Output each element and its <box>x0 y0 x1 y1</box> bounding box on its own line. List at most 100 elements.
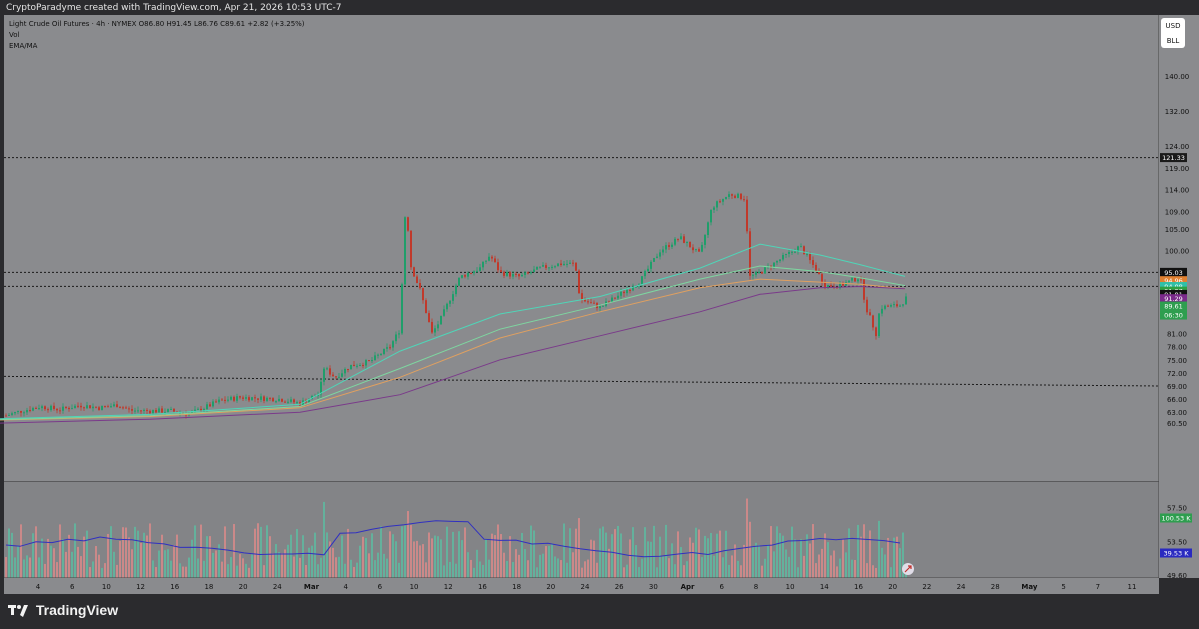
candle-body[interactable] <box>536 266 538 270</box>
candle-body[interactable] <box>704 234 706 245</box>
candle-body[interactable] <box>488 256 490 261</box>
candle-body[interactable] <box>521 274 523 277</box>
candle-body[interactable] <box>452 294 454 301</box>
candle-body[interactable] <box>755 271 757 275</box>
candle-body[interactable] <box>893 304 895 306</box>
candle-body[interactable] <box>527 272 529 274</box>
candle-body[interactable] <box>131 409 133 411</box>
candle-body[interactable] <box>194 409 196 412</box>
candle-body[interactable] <box>680 236 682 240</box>
candle-body[interactable] <box>161 408 163 413</box>
candle-body[interactable] <box>254 397 256 399</box>
candle-body[interactable] <box>722 199 724 202</box>
candle-body[interactable] <box>449 300 451 304</box>
candle-body[interactable] <box>566 263 568 265</box>
candle-body[interactable] <box>329 368 331 375</box>
candle-body[interactable] <box>389 347 391 349</box>
candle-body[interactable] <box>404 217 406 285</box>
candle-body[interactable] <box>173 408 175 412</box>
candle-body[interactable] <box>248 397 250 401</box>
candle-body[interactable] <box>686 242 688 244</box>
candle-body[interactable] <box>761 271 763 274</box>
candle-body[interactable] <box>716 201 718 208</box>
indicator-vol-label[interactable]: Vol <box>9 31 20 39</box>
candle-body[interactable] <box>68 407 70 410</box>
price-label[interactable] <box>1160 276 1187 286</box>
candle-body[interactable] <box>803 246 805 255</box>
candle-body[interactable] <box>140 410 142 412</box>
candle-body[interactable] <box>557 263 559 267</box>
candle-body[interactable] <box>344 368 346 374</box>
candle-body[interactable] <box>332 374 334 377</box>
candle-body[interactable] <box>626 289 628 294</box>
candle-body[interactable] <box>401 284 403 334</box>
candle-body[interactable] <box>602 305 604 307</box>
candle-body[interactable] <box>386 347 388 349</box>
candle-body[interactable] <box>260 396 262 400</box>
candle-body[interactable] <box>350 364 352 370</box>
candle-body[interactable] <box>644 271 646 277</box>
candle-body[interactable] <box>137 410 139 412</box>
candle-body[interactable] <box>797 246 799 252</box>
candle-body[interactable] <box>77 405 79 407</box>
candle-body[interactable] <box>26 410 28 413</box>
candle-body[interactable] <box>482 261 484 268</box>
candle-body[interactable] <box>263 396 265 401</box>
candle-body[interactable] <box>743 199 745 201</box>
candle-body[interactable] <box>53 405 55 409</box>
candle-body[interactable] <box>200 408 202 412</box>
candle-body[interactable] <box>371 360 373 362</box>
candle-body[interactable] <box>620 291 622 296</box>
candle-body[interactable] <box>80 405 82 408</box>
candle-body[interactable] <box>890 305 892 307</box>
candle-body[interactable] <box>362 365 364 367</box>
candle-body[interactable] <box>854 277 856 282</box>
candle-body[interactable] <box>113 404 115 407</box>
candle-body[interactable] <box>35 407 37 409</box>
candle-body[interactable] <box>392 341 394 348</box>
candle-body[interactable] <box>143 409 145 411</box>
candle-body[interactable] <box>8 414 10 416</box>
candle-body[interactable] <box>515 273 517 275</box>
candle-body[interactable] <box>47 409 49 411</box>
candle-body[interactable] <box>152 410 154 414</box>
candle-body[interactable] <box>824 282 826 289</box>
price-label[interactable] <box>1160 294 1187 304</box>
candle-body[interactable] <box>827 285 829 289</box>
candle-body[interactable] <box>608 301 610 303</box>
candle-body[interactable] <box>737 193 739 198</box>
candle-body[interactable] <box>671 244 673 247</box>
candle-body[interactable] <box>599 306 601 309</box>
candle-body[interactable] <box>656 256 658 259</box>
candle-body[interactable] <box>434 328 436 333</box>
candle-body[interactable] <box>473 271 475 274</box>
candle-body[interactable] <box>785 253 787 255</box>
candle-body[interactable] <box>698 249 700 252</box>
candle-body[interactable] <box>728 194 730 197</box>
candle-body[interactable] <box>749 231 751 276</box>
candle-body[interactable] <box>623 291 625 294</box>
candle-body[interactable] <box>455 285 457 295</box>
candle-body[interactable] <box>734 195 736 198</box>
time-axis[interactable] <box>4 578 1159 594</box>
candle-body[interactable] <box>86 405 88 409</box>
candle-body[interactable] <box>410 230 412 268</box>
candle-body[interactable] <box>689 242 691 248</box>
candle-body[interactable] <box>122 407 124 409</box>
candle-body[interactable] <box>398 333 400 335</box>
candle-body[interactable] <box>335 376 337 378</box>
candle-body[interactable] <box>119 407 121 409</box>
candle-body[interactable] <box>236 396 238 401</box>
trend-line[interactable] <box>3 375 1160 387</box>
candle-body[interactable] <box>758 271 760 273</box>
candle-body[interactable] <box>257 398 259 400</box>
candle-body[interactable] <box>500 270 502 272</box>
candle-body[interactable] <box>125 407 127 409</box>
candle-body[interactable] <box>431 321 433 333</box>
candle-body[interactable] <box>464 275 466 277</box>
candle-body[interactable] <box>65 406 67 408</box>
candle-body[interactable] <box>611 297 613 302</box>
candle-body[interactable] <box>662 249 664 253</box>
candle-body[interactable] <box>266 397 268 401</box>
candle-body[interactable] <box>203 408 205 412</box>
